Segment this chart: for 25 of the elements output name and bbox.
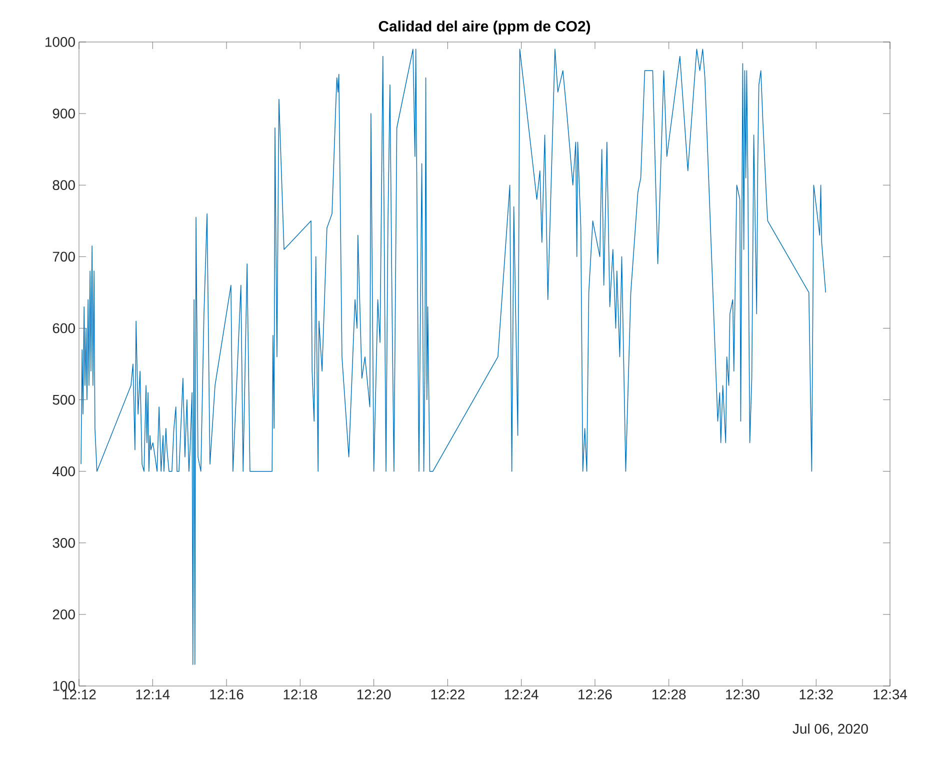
x-tick-label: 12:30 <box>726 690 760 700</box>
x-tick-label: 12:14 <box>136 690 170 700</box>
y-tick-label: 900 <box>52 108 75 118</box>
x-tick-label: 12:34 <box>874 690 908 700</box>
x-tick-label: 12:32 <box>800 690 833 700</box>
text: Jul 06, 2020 <box>792 724 868 736</box>
x-tick-label: 12:12 <box>62 690 96 700</box>
y-tick-label: 400 <box>52 466 75 476</box>
y-tick-label: 1000 <box>46 37 75 47</box>
y-tick-label: 500 <box>52 394 75 405</box>
y-tick-label: 300 <box>52 538 75 548</box>
x-tick-label: 12:18 <box>284 690 318 700</box>
x-tick-label: 12:28 <box>652 690 686 700</box>
x-tick-label: 12:22 <box>431 690 464 700</box>
y-tick-label: 200 <box>52 609 75 620</box>
x-tick-label: 12:24 <box>504 690 538 700</box>
y-tick-label: 600 <box>52 323 75 334</box>
y-tick-label: 100 <box>53 681 75 691</box>
line-series <box>80 48 826 665</box>
x-tick-label: 12:16 <box>210 690 244 700</box>
x-tick-label: 12:26 <box>578 690 612 700</box>
y-tick-label: 700 <box>52 252 75 262</box>
y-tick-label: 800 <box>52 180 75 190</box>
chart-title: Calidad del aire (ppm de CO2) <box>378 20 590 34</box>
x-tick-label: 12:20 <box>357 690 391 700</box>
